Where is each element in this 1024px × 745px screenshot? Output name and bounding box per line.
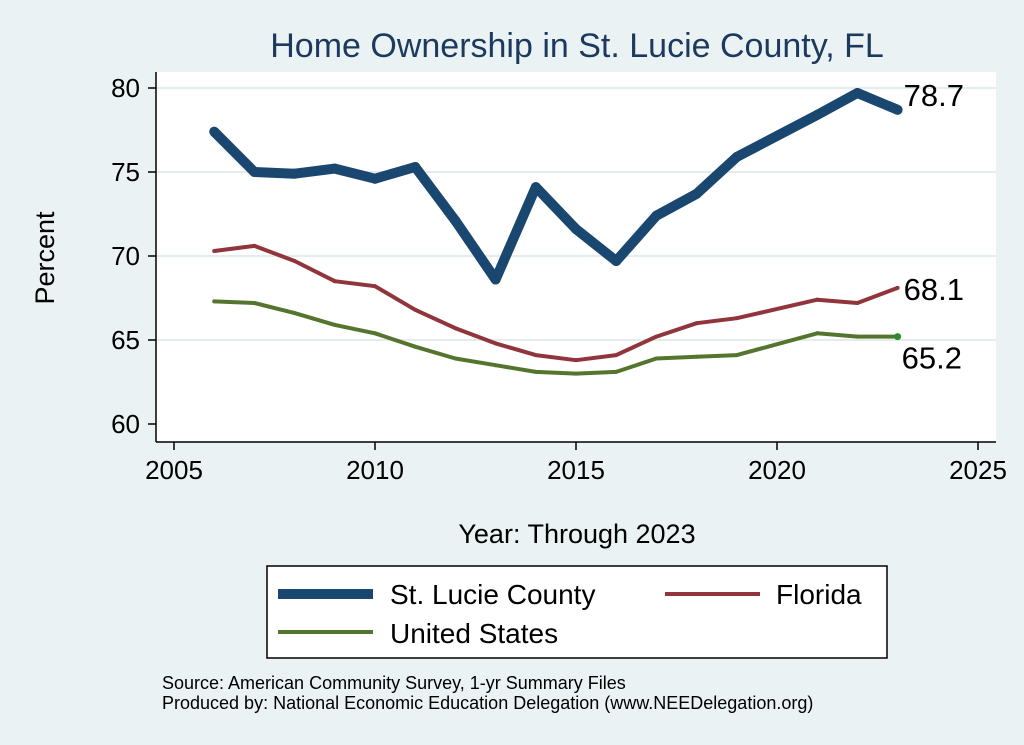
y-tick-label: 65	[111, 325, 140, 355]
end-labels: 78.7 68.1 65.2	[902, 78, 964, 376]
data-point-st-lucie-county	[209, 126, 220, 137]
axes: 60 65 70 75 80 2005 2010 2015 2020 2025	[111, 72, 1007, 485]
data-point-united-states	[815, 331, 820, 336]
end-marker-united-states	[894, 333, 902, 341]
data-point-st-lucie-county	[490, 274, 501, 285]
x-tick-label: 2005	[145, 455, 203, 485]
x-axis-label: Year: Through 2023	[458, 519, 695, 549]
data-point-st-lucie-county	[370, 173, 380, 184]
data-point-united-states	[292, 311, 297, 316]
data-point-united-states	[574, 371, 578, 376]
series-layer	[209, 88, 903, 376]
legend-label-florida: Florida	[776, 579, 862, 610]
data-point-florida	[855, 301, 860, 306]
end-label-united-states: 65.2	[902, 341, 962, 376]
data-point-united-states	[734, 353, 739, 358]
legend-label-st-lucie: St. Lucie County	[390, 579, 595, 610]
source-note: Source: American Community Survey, 1-yr …	[162, 673, 626, 693]
data-point-united-states	[694, 354, 699, 359]
data-point-st-lucie-county	[289, 168, 300, 179]
data-point-st-lucie-county	[731, 151, 742, 162]
data-point-florida	[453, 326, 458, 331]
data-point-st-lucie-county	[852, 88, 863, 99]
data-point-florida	[292, 259, 297, 264]
data-point-united-states	[413, 344, 418, 349]
data-point-florida	[574, 358, 578, 363]
data-point-florida	[694, 321, 699, 326]
data-point-florida	[493, 341, 498, 346]
x-tick-label: 2020	[748, 455, 806, 485]
data-point-st-lucie-county	[691, 188, 702, 199]
x-tick-label: 2025	[949, 455, 1007, 485]
data-point-florida	[533, 353, 538, 358]
chart-title: Home Ownership in St. Lucie County, FL	[270, 27, 884, 65]
y-tick-label: 80	[111, 73, 140, 103]
y-tick-label: 75	[111, 157, 140, 187]
data-point-florida	[895, 285, 900, 290]
data-point-united-states	[373, 331, 377, 336]
data-point-florida	[212, 248, 217, 253]
gridlines	[156, 87, 996, 341]
data-point-st-lucie-county	[892, 104, 903, 115]
legend-label-united-states: United States	[390, 618, 558, 649]
end-label-st-lucie-county: 78.7	[904, 78, 964, 113]
data-point-florida	[252, 243, 257, 248]
legend-box	[266, 565, 888, 659]
data-point-united-states	[654, 356, 659, 361]
data-point-florida	[413, 307, 418, 312]
data-point-st-lucie-county	[611, 256, 622, 267]
y-tick-label: 60	[111, 409, 140, 439]
data-point-florida	[332, 279, 337, 284]
data-point-united-states	[332, 322, 337, 327]
data-point-united-states	[493, 363, 498, 368]
data-point-united-states	[252, 301, 257, 306]
data-point-florida	[815, 297, 820, 302]
legend: St. Lucie County Florida United States	[266, 565, 888, 659]
y-axis-label: Percent	[30, 211, 60, 305]
produced-by-note: Produced by: National Economic Education…	[162, 693, 813, 713]
data-point-st-lucie-county	[651, 210, 662, 221]
data-point-united-states	[453, 356, 458, 361]
data-point-florida	[373, 284, 377, 289]
data-point-florida	[614, 353, 619, 358]
data-point-st-lucie-county	[812, 109, 823, 120]
data-point-united-states	[212, 299, 217, 304]
data-point-st-lucie-county	[249, 167, 260, 177]
data-point-st-lucie-county	[329, 163, 340, 174]
data-point-st-lucie-county	[571, 224, 581, 235]
data-point-florida	[654, 334, 659, 339]
data-point-st-lucie-county	[450, 215, 461, 226]
x-tick-label: 2015	[547, 455, 605, 485]
data-point-united-states	[855, 334, 860, 339]
y-tick-label: 70	[111, 241, 140, 271]
x-tick-label: 2010	[346, 455, 404, 485]
data-point-st-lucie-county	[530, 182, 541, 193]
data-point-united-states	[614, 369, 619, 374]
data-point-united-states	[533, 369, 538, 374]
data-point-florida	[734, 316, 739, 321]
end-label-florida: 68.1	[904, 272, 964, 307]
data-point-st-lucie-county	[410, 161, 421, 172]
